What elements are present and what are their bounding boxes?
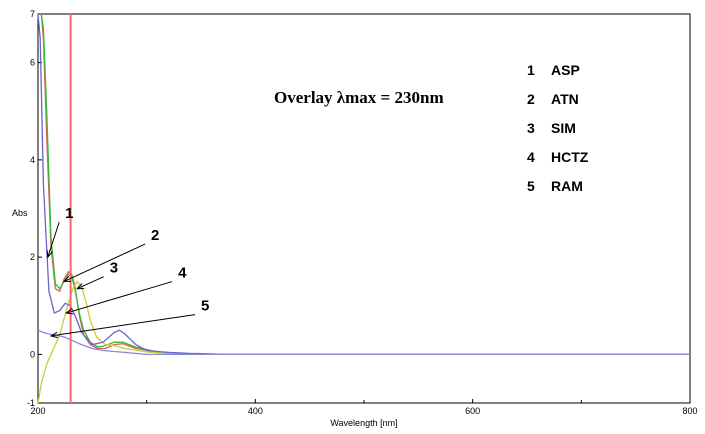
legend: 1 ASP 2 ATN 3 SIM 4 HCTZ 5 RAM: [527, 62, 589, 194]
x-tick-label: 400: [248, 406, 263, 416]
x-tick-label: 600: [465, 406, 480, 416]
callout-layer: 1 2 3 45: [46, 205, 209, 339]
x-tick-label: 200: [30, 406, 45, 416]
callout-arrowhead-2: [62, 275, 72, 282]
series-line-3: [37, 280, 690, 404]
series-line-5: [37, 329, 690, 356]
callout-label-3: 3: [110, 260, 118, 277]
legend-name-sim: SIM: [551, 120, 576, 136]
callout-label-5: 5: [201, 298, 209, 315]
callout-arrowhead-1: [46, 250, 53, 259]
legend-num-1: 1: [527, 62, 535, 78]
x-axis-label: Wavelength [nm]: [330, 418, 397, 428]
y-tick-label: 7: [30, 9, 35, 19]
callout-label-4: 4: [178, 265, 187, 282]
legend-num-4: 4: [527, 149, 535, 165]
legend-num-3: 3: [527, 120, 535, 136]
y-tick-label: -1: [27, 398, 35, 408]
callout-arrow-1: [47, 222, 60, 258]
legend-num-5: 5: [527, 178, 535, 194]
legend-num-2: 2: [527, 91, 535, 107]
series-layer: [37, 13, 690, 404]
x-tick-label: 800: [682, 406, 697, 416]
callout-arrowhead-4: [65, 308, 74, 315]
series-line-2: [40, 13, 690, 356]
legend-name-ram: RAM: [551, 178, 583, 194]
series-line-4: [37, 13, 690, 356]
legend-name-hctz: HCTZ: [551, 149, 589, 165]
legend-name-atn: ATN: [551, 91, 579, 107]
y-axis-label: Abs: [12, 208, 28, 218]
y-tick-label: 2: [30, 252, 35, 262]
callout-arrow-3: [76, 276, 104, 290]
y-tick-label: 0: [30, 349, 35, 359]
callout-arrow-4: [66, 281, 173, 314]
y-tick-label: 6: [30, 58, 35, 68]
plot-frame: [37, 13, 691, 404]
callout-label-1: 1: [65, 205, 73, 222]
legend-name-asp: ASP: [551, 62, 580, 78]
axis-ticks: 200 400 600 800 -1 0 2 4 6 7: [27, 9, 698, 416]
y-tick-label: 4: [30, 155, 35, 165]
callout-arrow-5: [50, 314, 196, 337]
callout-label-2: 2: [151, 227, 159, 244]
callout-arrowhead-5: [49, 331, 58, 339]
chart-title: Overlay λmax = 230nm: [274, 88, 444, 107]
callout-arrowhead-3: [75, 283, 85, 290]
callout-arrow-2: [63, 243, 146, 282]
